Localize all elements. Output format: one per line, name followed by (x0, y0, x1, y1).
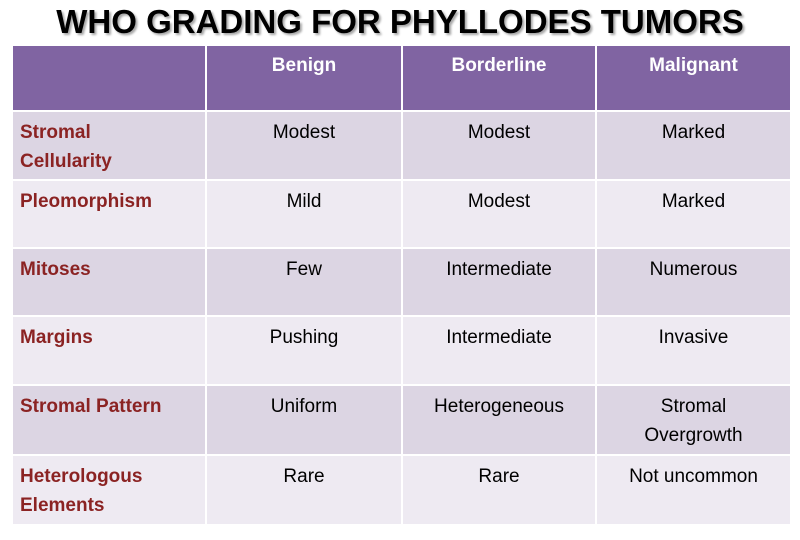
table-row: Stromal Pattern Uniform Heterogeneous St… (11, 384, 792, 456)
row-label-stromal-cellularity: Stromal Cellularity (11, 110, 207, 181)
table-header-row: Benign Borderline Malignant (11, 44, 792, 112)
cell-malignant: Not uncommon (595, 454, 792, 526)
row-label-heterologous-elements: Heterologous Elements (11, 454, 207, 526)
table-row: Heterologous Elements Rare Rare Not uncom… (11, 454, 792, 526)
cell-borderline: Intermediate (401, 315, 597, 386)
cell-borderline: Modest (401, 179, 597, 249)
cell-borderline: Rare (401, 454, 597, 526)
page-title: WHO GRADING FOR PHYLLODES TUMORS (56, 3, 744, 40)
cell-borderline: Modest (401, 110, 597, 181)
cell-malignant: Numerous (595, 247, 792, 317)
table-row: Stromal Cellularity Modest Modest Marked (11, 110, 792, 181)
header-cell-empty (11, 44, 207, 112)
cell-borderline: Heterogeneous (401, 384, 597, 456)
header-benign: Benign (205, 44, 403, 112)
header-malignant: Malignant (595, 44, 792, 112)
cell-malignant: Marked (595, 110, 792, 181)
cell-benign: Pushing (205, 315, 403, 386)
table-row: Mitoses Few Intermediate Numerous (11, 247, 792, 317)
cell-benign: Uniform (205, 384, 403, 456)
table-row: Margins Pushing Intermediate Invasive (11, 315, 792, 386)
cell-borderline: Intermediate (401, 247, 597, 317)
row-label-stromal-pattern: Stromal Pattern (11, 384, 207, 456)
cell-benign: Mild (205, 179, 403, 249)
cell-malignant: Marked (595, 179, 792, 249)
header-borderline: Borderline (401, 44, 597, 112)
cell-benign: Modest (205, 110, 403, 181)
table-row: Pleomorphism Mild Modest Marked (11, 179, 792, 249)
cell-benign: Rare (205, 454, 403, 526)
row-label-margins: Margins (11, 315, 207, 386)
grading-table: Benign Borderline Malignant Stromal Cellu… (11, 44, 792, 526)
cell-malignant: Stromal Overgrowth (595, 384, 792, 456)
row-label-pleomorphism: Pleomorphism (11, 179, 207, 249)
cell-benign: Few (205, 247, 403, 317)
row-label-mitoses: Mitoses (11, 247, 207, 317)
cell-malignant: Invasive (595, 315, 792, 386)
